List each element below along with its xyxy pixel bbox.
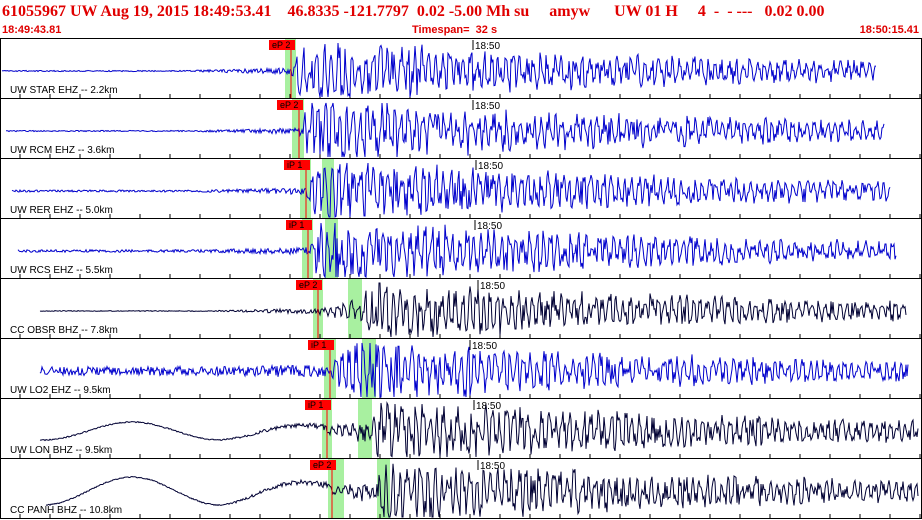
pick-window: [292, 98, 304, 158]
minute-tick-label: 18:50: [475, 101, 500, 112]
trace-row[interactable]: 18:50 iP 1 UW LO2 EHZ -- 9.5km: [0, 338, 922, 399]
pick-label: iP 1: [308, 400, 323, 410]
minute-tick-label: 18:50: [475, 41, 500, 52]
trace-row[interactable]: 18:50 iP 1 UW RCS EHZ -- 5.5km: [0, 218, 922, 279]
trace-row[interactable]: 18:50 eP 2 UW STAR EHZ -- 2.2km: [0, 38, 922, 99]
timespan-label: Timespan= 32 s: [412, 24, 498, 36]
pick-flag[interactable]: [277, 100, 303, 110]
station-label: CC OBSR BHZ -- 7.8km: [10, 325, 118, 336]
time-ticks: [19, 94, 921, 98]
trace-row[interactable]: 18:50 eP 2 CC OBSR BHZ -- 7.8km: [0, 278, 922, 339]
station-label: CC PANH BHZ -- 10.8km: [10, 505, 122, 516]
pick-flag[interactable]: [269, 40, 295, 50]
pick-flag[interactable]: [296, 280, 322, 290]
pick-label: eP 2: [272, 40, 290, 50]
time-ticks: [19, 274, 921, 278]
waveform: [11, 162, 891, 218]
time-ticks: [19, 154, 921, 158]
pick-flag[interactable]: [308, 340, 334, 350]
time-ticks: [19, 334, 921, 338]
waveform: [17, 222, 897, 279]
minute-tick-label: 18:50: [476, 401, 501, 412]
start-time: 18:49:43.81: [2, 24, 62, 36]
minute-tick-label: 18:50: [480, 281, 505, 292]
pick-flag[interactable]: [286, 220, 312, 230]
pick-label: eP 2: [299, 280, 317, 290]
time-ticks: [19, 214, 921, 218]
minute-tick-label: 18:50: [472, 341, 497, 352]
pick-flag[interactable]: [305, 400, 331, 410]
time-ticks: [19, 514, 921, 518]
station-label: UW RCS EHZ -- 5.5km: [10, 265, 113, 276]
trace-border: [0, 158, 922, 219]
waveform: [5, 102, 885, 158]
station-label: UW LON BHZ -- 9.5km: [10, 445, 112, 456]
pick-flag[interactable]: [284, 160, 310, 170]
time-ticks: [19, 454, 921, 458]
pick-flag[interactable]: [310, 460, 336, 470]
header-bar: 61055967 UW Aug 19, 2015 18:49:53.41 46.…: [0, 0, 922, 38]
trace-row[interactable]: 18:50 eP 2 UW RCM EHZ -- 3.6km: [0, 98, 922, 159]
trace-row[interactable]: 18:50 iP 1 UW LON BHZ -- 9.5km: [0, 398, 922, 459]
minute-tick-label: 18:50: [478, 161, 503, 172]
station-label: UW RER EHZ -- 5.0km: [10, 205, 113, 216]
trace-row[interactable]: 18:50 iP 1 UW RER EHZ -- 5.0km: [0, 158, 922, 219]
pick-window: [358, 398, 372, 458]
station-label: UW RCM EHZ -- 3.6km: [10, 145, 114, 156]
trace-border: [0, 38, 922, 99]
pick-label: iP 1: [311, 340, 326, 350]
pick-label: iP 1: [289, 220, 304, 230]
station-label: UW STAR EHZ -- 2.2km: [10, 85, 118, 96]
pick-label: iP 1: [287, 160, 302, 170]
station-label: UW LO2 EHZ -- 9.5km: [10, 385, 111, 396]
waveform: [39, 401, 919, 458]
pick-label: eP 2: [313, 460, 331, 470]
waveform: [39, 282, 907, 338]
minute-tick-label: 18:50: [480, 461, 505, 472]
waveform: [39, 342, 909, 398]
pick-window: [348, 278, 362, 338]
trace-row[interactable]: 18:50 eP 2 CC PANH BHZ -- 10.8km: [0, 458, 922, 519]
event-title: 61055967 UW Aug 19, 2015 18:49:53.41 46.…: [2, 3, 825, 20]
minute-tick-label: 18:50: [477, 221, 502, 232]
seismogram-canvas[interactable]: 18:50 eP 2 UW STAR EHZ -- 2.2km 18:50 eP 2 UW…: [0, 38, 922, 520]
time-ticks: [19, 394, 921, 398]
end-time: 18:50:15.41: [859, 24, 919, 36]
waveform: [45, 463, 919, 518]
waveform: [1, 42, 876, 98]
pick-label: eP 2: [280, 100, 298, 110]
seismogram-panel[interactable]: 18:50 eP 2 UW STAR EHZ -- 2.2km 18:50 eP 2 UW…: [0, 38, 922, 520]
